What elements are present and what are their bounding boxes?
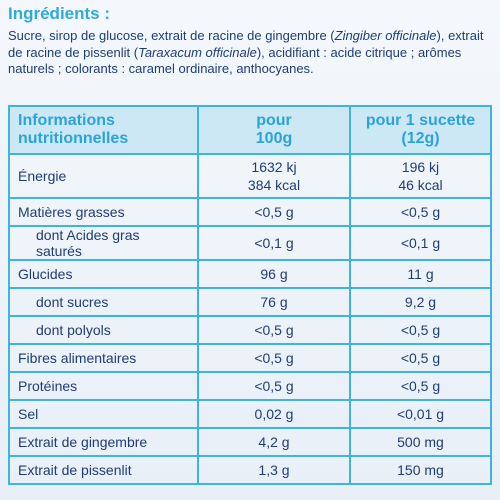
value: <0,01 g (349, 399, 492, 429)
value: <0,5 g (349, 197, 492, 227)
value: 76 g (197, 287, 351, 317)
text: ), extrait de racine de pissenlit ( (8, 28, 484, 60)
latin-name: Taraxacum officinale (138, 44, 257, 60)
line: Informations (18, 112, 115, 129)
line: pour 1 sucette (365, 112, 476, 129)
row: Fibres alimentaires <0,5 g <0,5 g (8, 343, 492, 373)
value: <0,5 g (197, 315, 351, 345)
header-cell: pour 100g (197, 105, 351, 155)
value: <0,5 g (349, 343, 492, 373)
ingredients-text: Sucre, sirop de glucose, extrait de raci… (8, 28, 496, 78)
label: dont Acides gras saturés (8, 225, 199, 261)
value: <0,1 g (349, 225, 492, 261)
header-row: Informations nutritionnelles pour 100g pou… (8, 105, 492, 155)
line: 196 kj (401, 159, 440, 175)
value: 4,2 g (197, 427, 351, 457)
latin-name: Zingiber officinale (334, 28, 437, 43)
row: Protéines <0,5 g <0,5 g (8, 371, 492, 401)
row: Glucides 96 g 11 g (8, 259, 492, 289)
label: dont polyols (8, 315, 199, 345)
label: dont sucres (8, 287, 199, 317)
line: nutritionnelles (18, 130, 129, 147)
ingredients-title: Ingrédients : (8, 4, 111, 23)
label: Extrait de pissenlit (8, 455, 199, 485)
line: 1632 kj (251, 159, 297, 175)
value: <0,5 g (197, 343, 351, 373)
line: pour (256, 112, 292, 129)
label: Énergie (8, 153, 199, 199)
label: Extrait de gingembre (8, 427, 199, 457)
label: Protéines (8, 371, 199, 401)
value: 196 kj 46 kcal (349, 153, 492, 199)
text: Sucre, sirop de glucose, extrait de raci… (8, 28, 335, 43)
row: dont sucres 76 g 9,2 g (8, 287, 492, 317)
header-cell: Informations nutritionnelles (8, 105, 199, 155)
row: dont polyols <0,5 g <0,5 g (8, 315, 492, 345)
label: Sel (8, 399, 199, 429)
value: <0,5 g (349, 315, 492, 345)
value: 0,02 g (197, 399, 351, 429)
line: 100g (255, 130, 293, 147)
value: <0,5 g (349, 371, 492, 401)
header-cell: pour 1 sucette (12g) (349, 105, 492, 155)
value: <0,5 g (197, 371, 351, 401)
value: 500 mg (349, 427, 492, 457)
row: dont Acides gras saturés <0,1 g <0,1 g (8, 225, 492, 261)
ingredients: Ingrédients : Sucre, sirop de glucose, e… (8, 4, 496, 78)
row: Énergie 1632 kj 384 kcal 196 kj 46 kcal (8, 153, 492, 199)
label: Matières grasses (8, 197, 199, 227)
text: ), acidifiant : acide citrique ; arômes … (8, 44, 462, 77)
value: 96 g (197, 259, 351, 289)
row: Sel 0,02 g <0,01 g (8, 399, 492, 429)
value: 1632 kj 384 kcal (197, 153, 351, 199)
label: Fibres alimentaires (8, 343, 199, 373)
value: <0,5 g (197, 197, 351, 227)
row: Extrait de gingembre 4,2 g 500 mg (8, 427, 492, 457)
line: 384 kcal (247, 177, 301, 193)
value: <0,1 g (197, 225, 351, 261)
label: Glucides (8, 259, 199, 289)
value: 9,2 g (349, 287, 492, 317)
value: 1,3 g (197, 455, 351, 485)
row: Extrait de pissenlit 1,3 g 150 mg (8, 455, 492, 485)
line: 46 kcal (398, 177, 443, 193)
row: Matières grasses <0,5 g <0,5 g (8, 197, 492, 227)
value: 150 mg (349, 455, 492, 485)
nutrition-table: Informations nutritionnelles pour 100g pou… (8, 105, 492, 485)
line: (12g) (401, 130, 440, 147)
value: 11 g (349, 259, 492, 289)
